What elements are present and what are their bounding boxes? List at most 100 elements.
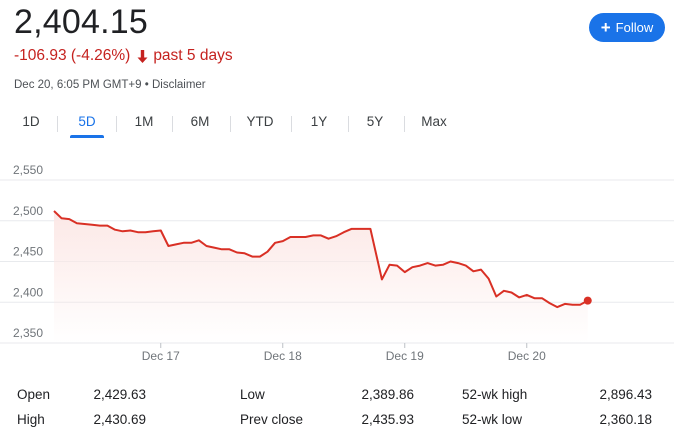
disclaimer-link[interactable]: Disclaimer xyxy=(151,79,206,91)
stock-price: 2,404.15 xyxy=(14,3,148,41)
data-point xyxy=(327,237,329,239)
tab-separator xyxy=(348,116,349,132)
data-point xyxy=(228,248,230,250)
data-point xyxy=(304,236,306,238)
data-point xyxy=(236,251,238,253)
y-tick-label: 2,450 xyxy=(13,245,43,259)
data-point xyxy=(381,278,383,280)
plus-icon: + xyxy=(600,17,611,37)
data-point xyxy=(495,295,497,297)
data-point xyxy=(396,264,398,266)
data-point xyxy=(388,264,390,266)
data-point xyxy=(297,236,299,238)
stat-value-open: 2,429.63 xyxy=(93,387,146,402)
data-point xyxy=(282,240,284,242)
data-point xyxy=(274,242,276,244)
data-point xyxy=(160,229,162,231)
tab-ytd[interactable]: YTD xyxy=(246,114,274,129)
data-point xyxy=(144,231,146,233)
data-point xyxy=(167,245,169,247)
meta-bullet: • xyxy=(144,79,149,91)
follow-label: Follow xyxy=(615,20,654,35)
data-point xyxy=(53,210,55,212)
data-point xyxy=(472,270,474,272)
tab-6m[interactable]: 6M xyxy=(190,114,210,129)
stat-label-prev-close: Prev close xyxy=(240,412,304,427)
stat-label-high: High xyxy=(17,412,45,427)
data-point xyxy=(426,262,428,264)
price-chart[interactable]: 2,350 2,400 2,450 2,500 2,550 Dec 17 Dec 18 De… xyxy=(0,160,674,370)
data-point xyxy=(137,231,139,233)
data-point xyxy=(205,245,207,247)
follow-button[interactable]: + Follow xyxy=(589,13,665,42)
data-point xyxy=(564,303,566,305)
data-point xyxy=(175,243,177,245)
tab-separator xyxy=(116,116,117,132)
data-point xyxy=(76,222,78,224)
stat-value-low: 2,389.86 xyxy=(361,387,414,402)
data-point xyxy=(350,228,352,230)
tab-5y[interactable]: 5Y xyxy=(366,114,384,129)
data-point xyxy=(419,264,421,266)
data-point xyxy=(579,303,581,305)
data-point xyxy=(343,231,345,233)
data-point xyxy=(121,230,123,232)
tab-separator xyxy=(404,116,405,132)
data-point xyxy=(99,224,101,226)
y-tick-label: 2,550 xyxy=(13,163,43,177)
x-tick-label: Dec 18 xyxy=(264,349,302,363)
tab-separator xyxy=(230,116,231,132)
y-tick-label: 2,500 xyxy=(13,204,43,218)
stats-table: Open 2,429.63 High 2,430.69 Low 2,389.86… xyxy=(0,384,674,428)
price-line xyxy=(53,210,589,309)
x-tick-label: Dec 17 xyxy=(142,349,180,363)
data-point xyxy=(518,296,520,298)
data-point xyxy=(358,228,360,230)
x-tick-label: Dec 19 xyxy=(386,349,424,363)
change-period: past 5 days xyxy=(153,47,233,64)
data-point xyxy=(83,223,85,225)
tab-separator xyxy=(57,116,58,132)
tab-1y[interactable]: 1Y xyxy=(310,114,328,129)
data-point xyxy=(457,262,459,264)
data-point xyxy=(91,224,93,226)
tab-1m[interactable]: 1M xyxy=(134,114,154,129)
data-point xyxy=(60,217,62,219)
data-point xyxy=(259,255,261,257)
data-point xyxy=(106,224,108,226)
data-point xyxy=(320,234,322,236)
last-price-dot xyxy=(583,296,592,305)
data-point xyxy=(442,264,444,266)
stat-value-52wk-high: 2,896.43 xyxy=(599,387,652,402)
data-point xyxy=(312,234,314,236)
quote-meta: Dec 20, 6:05 PM GMT+9 • Disclaimer xyxy=(14,78,206,92)
y-tick-label: 2,400 xyxy=(13,285,43,299)
data-point xyxy=(198,239,200,241)
data-point xyxy=(571,303,573,305)
data-point xyxy=(510,291,512,293)
quote-timestamp: Dec 20, 6:05 PM GMT+9 xyxy=(14,79,142,91)
data-point xyxy=(434,264,436,266)
change-value: -106.93 (-4.26%) xyxy=(14,47,131,64)
data-point xyxy=(449,260,451,262)
stat-value-prev-close: 2,435.93 xyxy=(361,412,414,427)
stat-value-52wk-low: 2,360.18 xyxy=(599,412,652,427)
tab-5d[interactable]: 5D xyxy=(70,110,104,138)
data-point xyxy=(68,218,70,220)
data-point xyxy=(541,297,543,299)
stat-label-52wk-low: 52-wk low xyxy=(462,412,523,427)
data-point xyxy=(503,290,505,292)
tab-1d[interactable]: 1D xyxy=(22,114,40,129)
data-point xyxy=(190,242,192,244)
data-point xyxy=(251,255,253,257)
tab-max[interactable]: Max xyxy=(421,114,447,129)
tab-separator xyxy=(291,116,292,132)
data-point xyxy=(411,266,413,268)
data-point xyxy=(404,271,406,273)
x-tick-label: Dec 20 xyxy=(508,349,546,363)
data-point xyxy=(213,246,215,248)
price-change: -106.93 (-4.26%) past 5 days xyxy=(14,46,233,66)
stat-label-low: Low xyxy=(240,387,265,402)
stat-label-52wk-high: 52-wk high xyxy=(462,387,528,402)
data-point xyxy=(487,277,489,279)
